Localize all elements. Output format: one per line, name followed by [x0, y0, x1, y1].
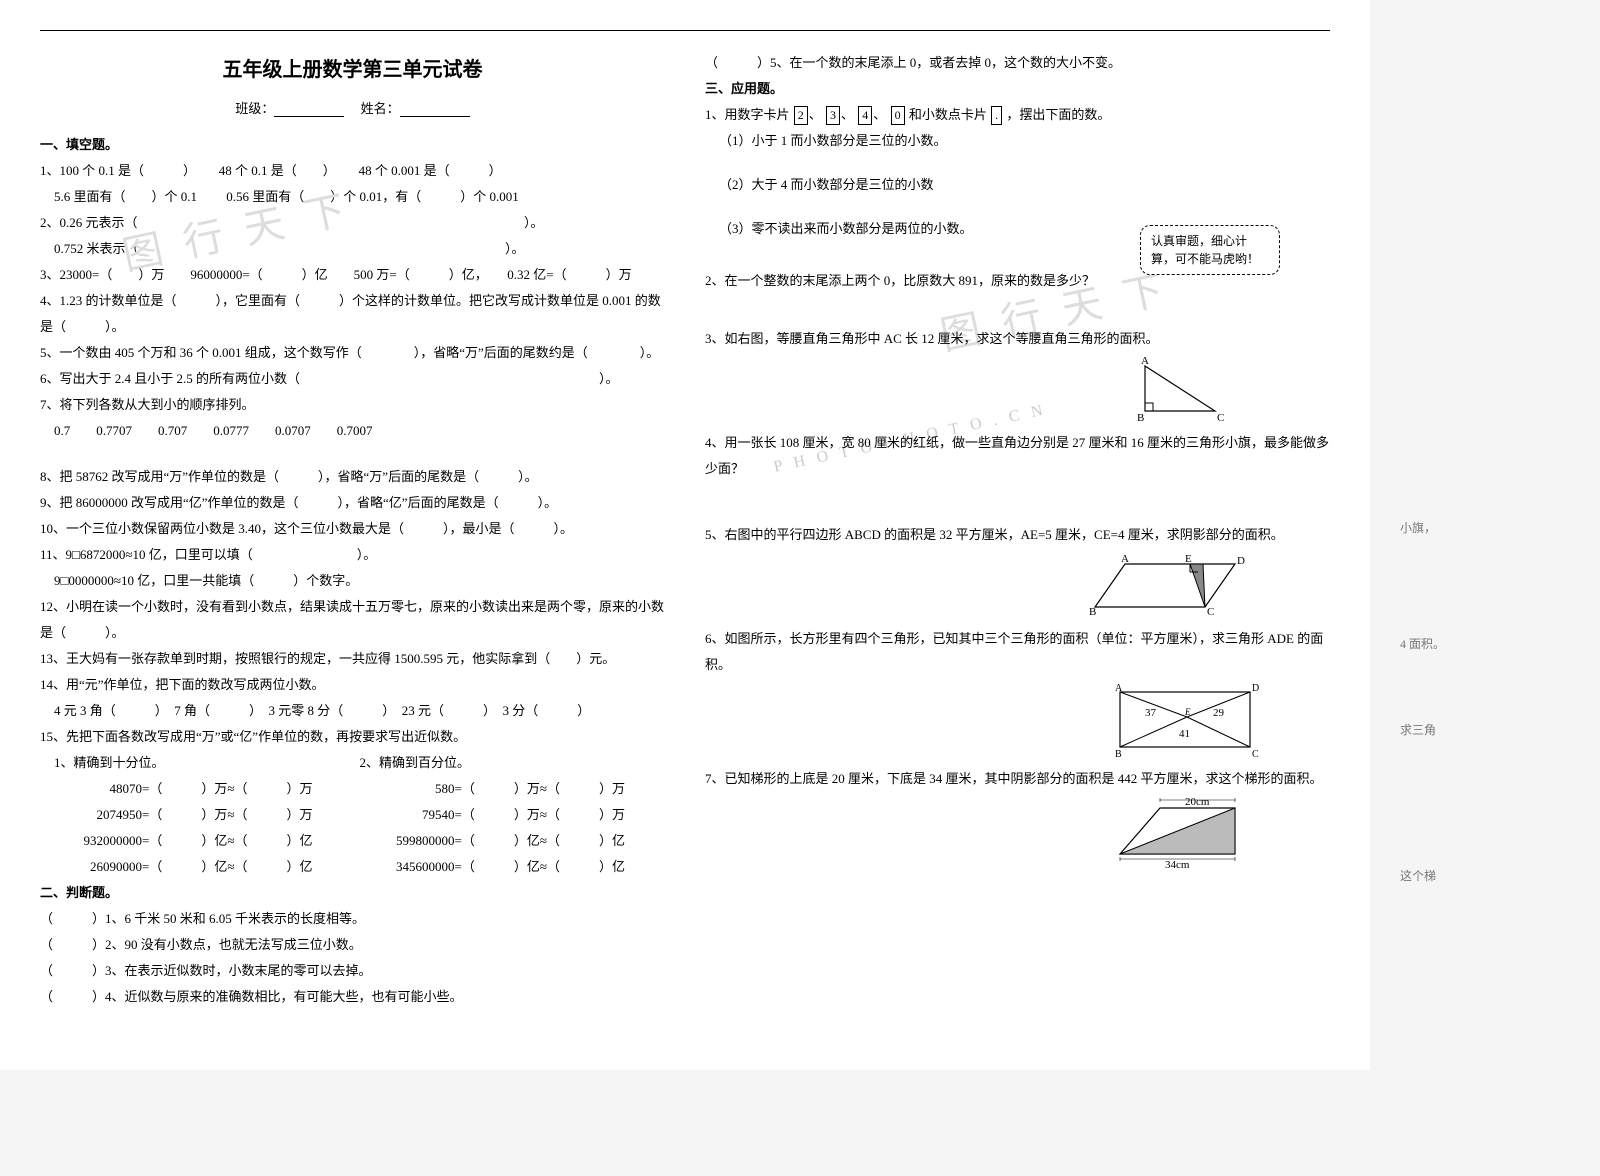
- q1-10: 10、一个三位小数保留两位小数是 3.40，这个三位小数最大是（ ），最小是（ …: [40, 516, 665, 542]
- card-icon: 0: [891, 106, 905, 125]
- q1-5: 5、一个数由 405 个万和 36 个 0.001 组成，这个数写作（ ），省略…: [40, 340, 665, 366]
- q1-15-h1: 1、精确到十分位。: [54, 750, 360, 776]
- exam-paper: 图 行 天 下 图 行 天 下 P H O T O P H O T O . C …: [0, 0, 1370, 1070]
- svg-text:B: B: [1115, 749, 1122, 760]
- q3-1: 1、用数字卡片 2、 3、 4、 0 和小数点卡片 . ，摆出下面的数。: [705, 102, 1330, 128]
- figure-triangle-3: A B C: [1125, 356, 1330, 426]
- paper-title: 五年级上册数学第三单元试卷: [40, 50, 665, 90]
- svg-text:C: C: [1207, 606, 1214, 618]
- q3-1-2: （2）大于 4 而小数部分是三位的小数: [705, 172, 1330, 198]
- q1-8: 8、把 58762 改写成用“万”作单位的数是（ ），省略“万”后面的尾数是（ …: [40, 464, 665, 490]
- section-2-head: 二、判断题。: [40, 880, 665, 906]
- q3-6: 6、如图所示，长方形里有四个三角形，已知其中三个三角形的面积（单位：平方厘米），…: [705, 626, 1330, 678]
- q1-2b: 0.752 米表示（ ）。: [40, 236, 665, 262]
- svg-text:A: A: [1115, 683, 1123, 694]
- q2-4: （ ）4、近似数与原来的准确数相比，有可能大些，也有可能小些。: [40, 984, 665, 1010]
- svg-text:D: D: [1237, 555, 1245, 567]
- q1-11a: 11、9□6872000≈10 亿，口里可以填（ ）。: [40, 542, 665, 568]
- svg-text:A: A: [1121, 553, 1129, 565]
- fig7-top: 20cm: [1185, 796, 1210, 808]
- q3-4: 4、用一张长 108 厘米，宽 80 厘米的红纸，做一些直角边分别是 27 厘米…: [705, 430, 1330, 482]
- sidebar-text: 求三角: [1400, 712, 1590, 748]
- section-1-head: 一、填空题。: [40, 132, 665, 158]
- q1-14: 14、用“元”作单位，把下面的数改写成两位小数。: [40, 672, 665, 698]
- table-row: 932000000=（ ）亿≈（ ）亿 599800000=（ ）亿≈（ ）亿: [40, 828, 665, 854]
- table-row: 2074950=（ ）万≈（ ）万 79540=（ ）万≈（ ）万: [40, 802, 665, 828]
- q1-1-cont: 5.6 里面有（ ）个 0.1 0.56 里面有（ ）个 0.01，有（ ）个 …: [40, 184, 665, 210]
- q2-3: （ ）3、在表示近似数时，小数末尾的零可以去掉。: [40, 958, 665, 984]
- callout-bubble: 认真审题，细心计算，可不能马虎哟！: [1140, 225, 1280, 275]
- q3-5: 5、右图中的平行四边形 ABCD 的面积是 32 平方厘米，AE=5 厘米，CE…: [705, 522, 1330, 548]
- q1-15-h2: 2、精确到百分位。: [360, 750, 666, 776]
- q1-15: 15、先把下面各数改写成用“万”或“亿”作单位的数，再按要求写出近似数。: [40, 724, 665, 750]
- q1-11b: 9□0000000≈10 亿，口里一共能填（ ）个数字。: [40, 568, 665, 594]
- table-row: 26090000=（ ）亿≈（ ）亿 345600000=（ ）亿≈（ ）亿: [40, 854, 665, 880]
- q1-2a: 2、0.26 元表示（ ）。: [40, 210, 665, 236]
- q1-4: 4、1.23 的计数单位是（ ），它里面有（ ）个这样的计数单位。把它改写成计数…: [40, 288, 665, 340]
- q2-5: （ ）5、在一个数的末尾添上 0，或者去掉 0，这个数的大小不变。: [705, 50, 1330, 76]
- right-column: （ ）5、在一个数的末尾添上 0，或者去掉 0，这个数的大小不变。 三、应用题。…: [705, 50, 1330, 1010]
- figure-parallelogram-5: A E D B C: [1085, 552, 1330, 622]
- q3-3: 3、如右图，等腰直角三角形中 AC 长 12 厘米，求这个等腰直角三角形的面积。: [705, 326, 1330, 352]
- q1-14-row: 4 元 3 角（ ） 7 角（ ） 3 元零 8 分（ ） 23 元（ ） 3 …: [40, 698, 665, 724]
- q1-7-numbers: 0.7 0.7707 0.707 0.0777 0.0707 0.7007: [40, 418, 665, 444]
- q1-13: 13、王大妈有一张存款单到时期，按照银行的规定，一共应得 1500.595 元，…: [40, 646, 665, 672]
- next-page-slice: 小旗， 4 面积。 求三角 这个梯: [1380, 0, 1600, 1070]
- figure-rectangle-6: A D B C E 37 29 41: [1105, 682, 1330, 762]
- card-icon: .: [991, 106, 1002, 125]
- name-label: 姓名：: [361, 101, 400, 116]
- svg-text:E: E: [1184, 707, 1191, 717]
- sidebar-text: 这个梯: [1400, 858, 1590, 894]
- svg-text:E: E: [1185, 553, 1192, 565]
- sidebar-text: 4 面积。: [1400, 626, 1590, 662]
- sidebar-text: 小旗，: [1400, 510, 1590, 546]
- q2-2: （ ）2、90 没有小数点，也就无法写成三位小数。: [40, 932, 665, 958]
- card-icon: 3: [826, 106, 840, 125]
- fig6-val3: 41: [1179, 728, 1190, 740]
- q3-1-1: （1）小于 1 而小数部分是三位的小数。: [705, 128, 1330, 154]
- student-info: 班级： 姓名：: [40, 96, 665, 122]
- fig6-val2: 29: [1213, 707, 1225, 719]
- section-3-head: 三、应用题。: [705, 76, 1330, 102]
- fig6-val1: 37: [1145, 707, 1157, 719]
- q1-15-headers: 1、精确到十分位。 2、精确到百分位。: [40, 750, 665, 776]
- svg-text:B: B: [1089, 606, 1096, 618]
- svg-text:C: C: [1252, 749, 1259, 760]
- card-icon: 4: [858, 106, 872, 125]
- class-label: 班级：: [235, 101, 274, 116]
- q1-9: 9、把 86000000 改写成用“亿”作单位的数是（ ），省略“亿”后面的尾数…: [40, 490, 665, 516]
- svg-text:D: D: [1252, 683, 1259, 694]
- card-icon: 2: [794, 106, 808, 125]
- q3-7: 7、已知梯形的上底是 20 厘米，下底是 34 厘米，其中阴影部分的面积是 44…: [705, 766, 1330, 792]
- svg-text:C: C: [1217, 412, 1224, 424]
- q1-7-blank: [40, 444, 665, 464]
- q1-6: 6、写出大于 2.4 且小于 2.5 的所有两位小数（ ）。: [40, 366, 665, 392]
- q1-7: 7、将下列各数从大到小的顺序排列。: [40, 392, 665, 418]
- figure-trapezoid-7: 20cm 34cm: [1105, 796, 1330, 876]
- q1-12: 12、小明在读一个小数时，没有看到小数点，结果读成十五万零七，原来的小数读出来是…: [40, 594, 665, 646]
- q1-3: 3、23000=（ ）万 96000000=（ ）亿 500 万=（ ）亿， 0…: [40, 262, 665, 288]
- left-column: 五年级上册数学第三单元试卷 班级： 姓名： 一、填空题。 1、100 个 0.1…: [40, 50, 665, 1010]
- q1-1: 1、100 个 0.1 是（ ） 48 个 0.1 是（ ） 48 个 0.00…: [40, 158, 665, 184]
- table-row: 48070=（ ）万≈（ ）万 580=（ ）万≈（ ）万: [40, 776, 665, 802]
- svg-text:A: A: [1141, 356, 1149, 367]
- q2-1: （ ）1、6 千米 50 米和 6.05 千米表示的长度相等。: [40, 906, 665, 932]
- svg-text:B: B: [1137, 412, 1144, 424]
- fig7-bottom: 34cm: [1165, 859, 1190, 871]
